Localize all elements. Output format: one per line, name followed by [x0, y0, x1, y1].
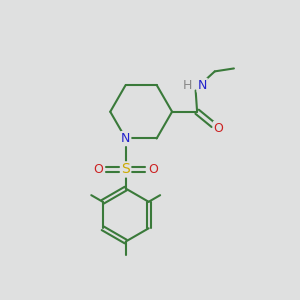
Text: H: H	[183, 79, 192, 92]
Text: O: O	[94, 163, 103, 176]
Text: N: N	[197, 79, 207, 92]
Text: S: S	[121, 162, 130, 176]
Text: O: O	[148, 163, 158, 176]
Text: O: O	[214, 122, 224, 135]
Text: N: N	[121, 132, 130, 145]
